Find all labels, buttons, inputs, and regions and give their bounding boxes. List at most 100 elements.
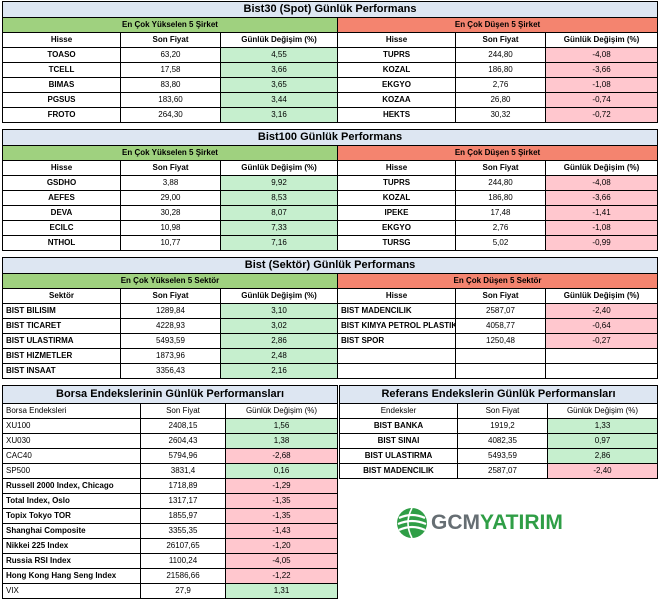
stock-change: 7,33 [220, 220, 338, 236]
table-row: FROTO 264,30 3,16 HEKTS 30,32 -0,72 [2, 107, 658, 123]
sector-change: 3,10 [220, 303, 338, 319]
table-row: DEVA 30,28 8,07 IPEKE 17,48 -1,41 [2, 205, 658, 221]
table-row: Russell 2000 Index, Chicago 1718,89 -1,29 [2, 478, 339, 494]
stock-change: 3,66 [220, 62, 338, 78]
stock-change: 3,44 [220, 92, 338, 108]
stock-price: 10,98 [120, 220, 221, 236]
stock-change: -1,08 [544, 77, 658, 93]
stock-name: BIMAS [2, 77, 121, 93]
stock-change: 7,16 [220, 235, 338, 251]
col-son-fiyat: Son Fiyat [140, 403, 226, 419]
stock-name: GSDHO [2, 175, 121, 191]
stock-price: 186,80 [455, 62, 546, 78]
stock-price: 244,80 [455, 175, 546, 191]
sector-price: 5493,59 [120, 333, 221, 349]
bist100-title: Bist100 Günlük Performans [1, 129, 658, 146]
index-price: 3355,35 [140, 523, 226, 539]
index-name: BIST BANKA [339, 418, 458, 434]
stock-name: NTHOL [2, 235, 121, 251]
bist30-gain-header: En Çok Yükselen 5 Şirket [2, 17, 338, 33]
sector-price: 1873,96 [120, 348, 221, 364]
stock-price: 17,48 [455, 205, 546, 221]
col-gunluk-degisim: Günlük Değişim (%) [224, 403, 339, 419]
col-gunluk-degisim: Günlük Değişim (%) [220, 32, 338, 48]
borsa-title: Borsa Endekslerinin Günlük Performanslar… [1, 385, 339, 404]
stock-price: 244,80 [455, 47, 546, 63]
empty-cell [337, 348, 456, 364]
sector-change: -0,64 [544, 318, 658, 334]
index-name: Topix Tokyo TOR [2, 508, 141, 524]
bist100-loss-header: En Çok Düşen 5 Şirket [336, 145, 658, 161]
sector-name: BIST ULASTIRMA [2, 333, 121, 349]
col-gunluk-degisim: Günlük Değişim (%) [544, 288, 658, 304]
sector-name: BIST BILISIM [2, 303, 121, 319]
index-change: -1,29 [224, 478, 339, 494]
stock-name: IPEKE [337, 205, 456, 221]
index-price: 5493,59 [457, 448, 548, 464]
col-gunluk-degisim: Günlük Değişim (%) [220, 288, 338, 304]
index-change: 0,97 [546, 433, 658, 449]
index-change: -1,43 [224, 523, 339, 539]
table-row: GSDHO 3,88 9,92 TUPRS 244,80 -4,08 [2, 175, 658, 191]
sector-price: 4058,77 [455, 318, 546, 334]
sector-change: 2,16 [220, 363, 338, 379]
stock-price: 5,02 [455, 235, 546, 251]
stock-name: TOASO [2, 47, 121, 63]
index-price: 1317,17 [140, 493, 226, 509]
stock-change: 3,16 [220, 107, 338, 123]
referans-title: Referans Endekslerin Günlük Performansla… [338, 385, 658, 404]
index-price: 1100,24 [140, 553, 226, 569]
index-name: BIST MADENCILIK [339, 463, 458, 479]
index-change: -2,40 [546, 463, 658, 479]
sector-change: -0,27 [544, 333, 658, 349]
index-price: 1718,89 [140, 478, 226, 494]
stock-change: 8,53 [220, 190, 338, 206]
empty-cell [544, 348, 658, 364]
index-price: 21586,66 [140, 568, 226, 584]
stock-price: 30,28 [120, 205, 221, 221]
stock-name: DEVA [2, 205, 121, 221]
stock-change: -3,66 [544, 62, 658, 78]
col-hisse: Hisse [337, 160, 456, 176]
sector-name: BIST INSAAT [2, 363, 121, 379]
index-name: Russell 2000 Index, Chicago [2, 478, 141, 494]
index-change: -1,35 [224, 493, 339, 509]
sector-change: 3,02 [220, 318, 338, 334]
sector-loss-header: En Çok Düşen 5 Sektör [336, 273, 658, 289]
table-row: Total Index, Oslo 1317,17 -1,35 [2, 493, 339, 509]
table-row: BIST MADENCILIK 2587,07 -2,40 [339, 463, 658, 479]
table-row: CAC40 5794,96 -2,68 [2, 448, 339, 464]
stock-change: -0,72 [544, 107, 658, 123]
gcm-yatirim-logo: GCMYATIRIM [395, 506, 620, 540]
stock-name: EKGYO [337, 220, 456, 236]
table-row: Nikkei 225 Index 26107,65 -1,20 [2, 538, 339, 554]
stock-name: FROTO [2, 107, 121, 123]
table-row: AEFES 29,00 8,53 KOZAL 186,80 -3,66 [2, 190, 658, 206]
col-son-fiyat: Son Fiyat [455, 32, 546, 48]
table-row: Russia RSI Index 1100,24 -4,05 [2, 553, 339, 569]
col-gunluk-degisim: Günlük Değişim (%) [544, 160, 658, 176]
index-name: CAC40 [2, 448, 141, 464]
index-name: XU030 [2, 433, 141, 449]
stock-name: PGSUS [2, 92, 121, 108]
sector-change: 2,86 [220, 333, 338, 349]
sector-change: -2,40 [544, 303, 658, 319]
sector-title: Bist (Sektör) Günlük Performans [1, 257, 658, 274]
logo-brand-gcm: GCM [431, 511, 480, 534]
index-name: SP500 [2, 463, 141, 479]
col-gunluk-degisim: Günlük Değişim (%) [220, 160, 338, 176]
stock-price: 183,60 [120, 92, 221, 108]
col-son-fiyat: Son Fiyat [455, 288, 546, 304]
table-row: BIST HIZMETLER 1873,96 2,48 [2, 348, 658, 364]
sector-price: 1289,84 [120, 303, 221, 319]
stock-price: 10,77 [120, 235, 221, 251]
index-price: 1855,97 [140, 508, 226, 524]
stock-price: 186,80 [455, 190, 546, 206]
index-price: 3831,4 [140, 463, 226, 479]
gcm-globe-logo-icon [397, 507, 427, 539]
stock-price: 3,88 [120, 175, 221, 191]
table-row: BIST INSAAT 3356,43 2,16 [2, 363, 658, 379]
index-change: -1,20 [224, 538, 339, 554]
stock-change: 9,92 [220, 175, 338, 191]
stock-price: 264,30 [120, 107, 221, 123]
